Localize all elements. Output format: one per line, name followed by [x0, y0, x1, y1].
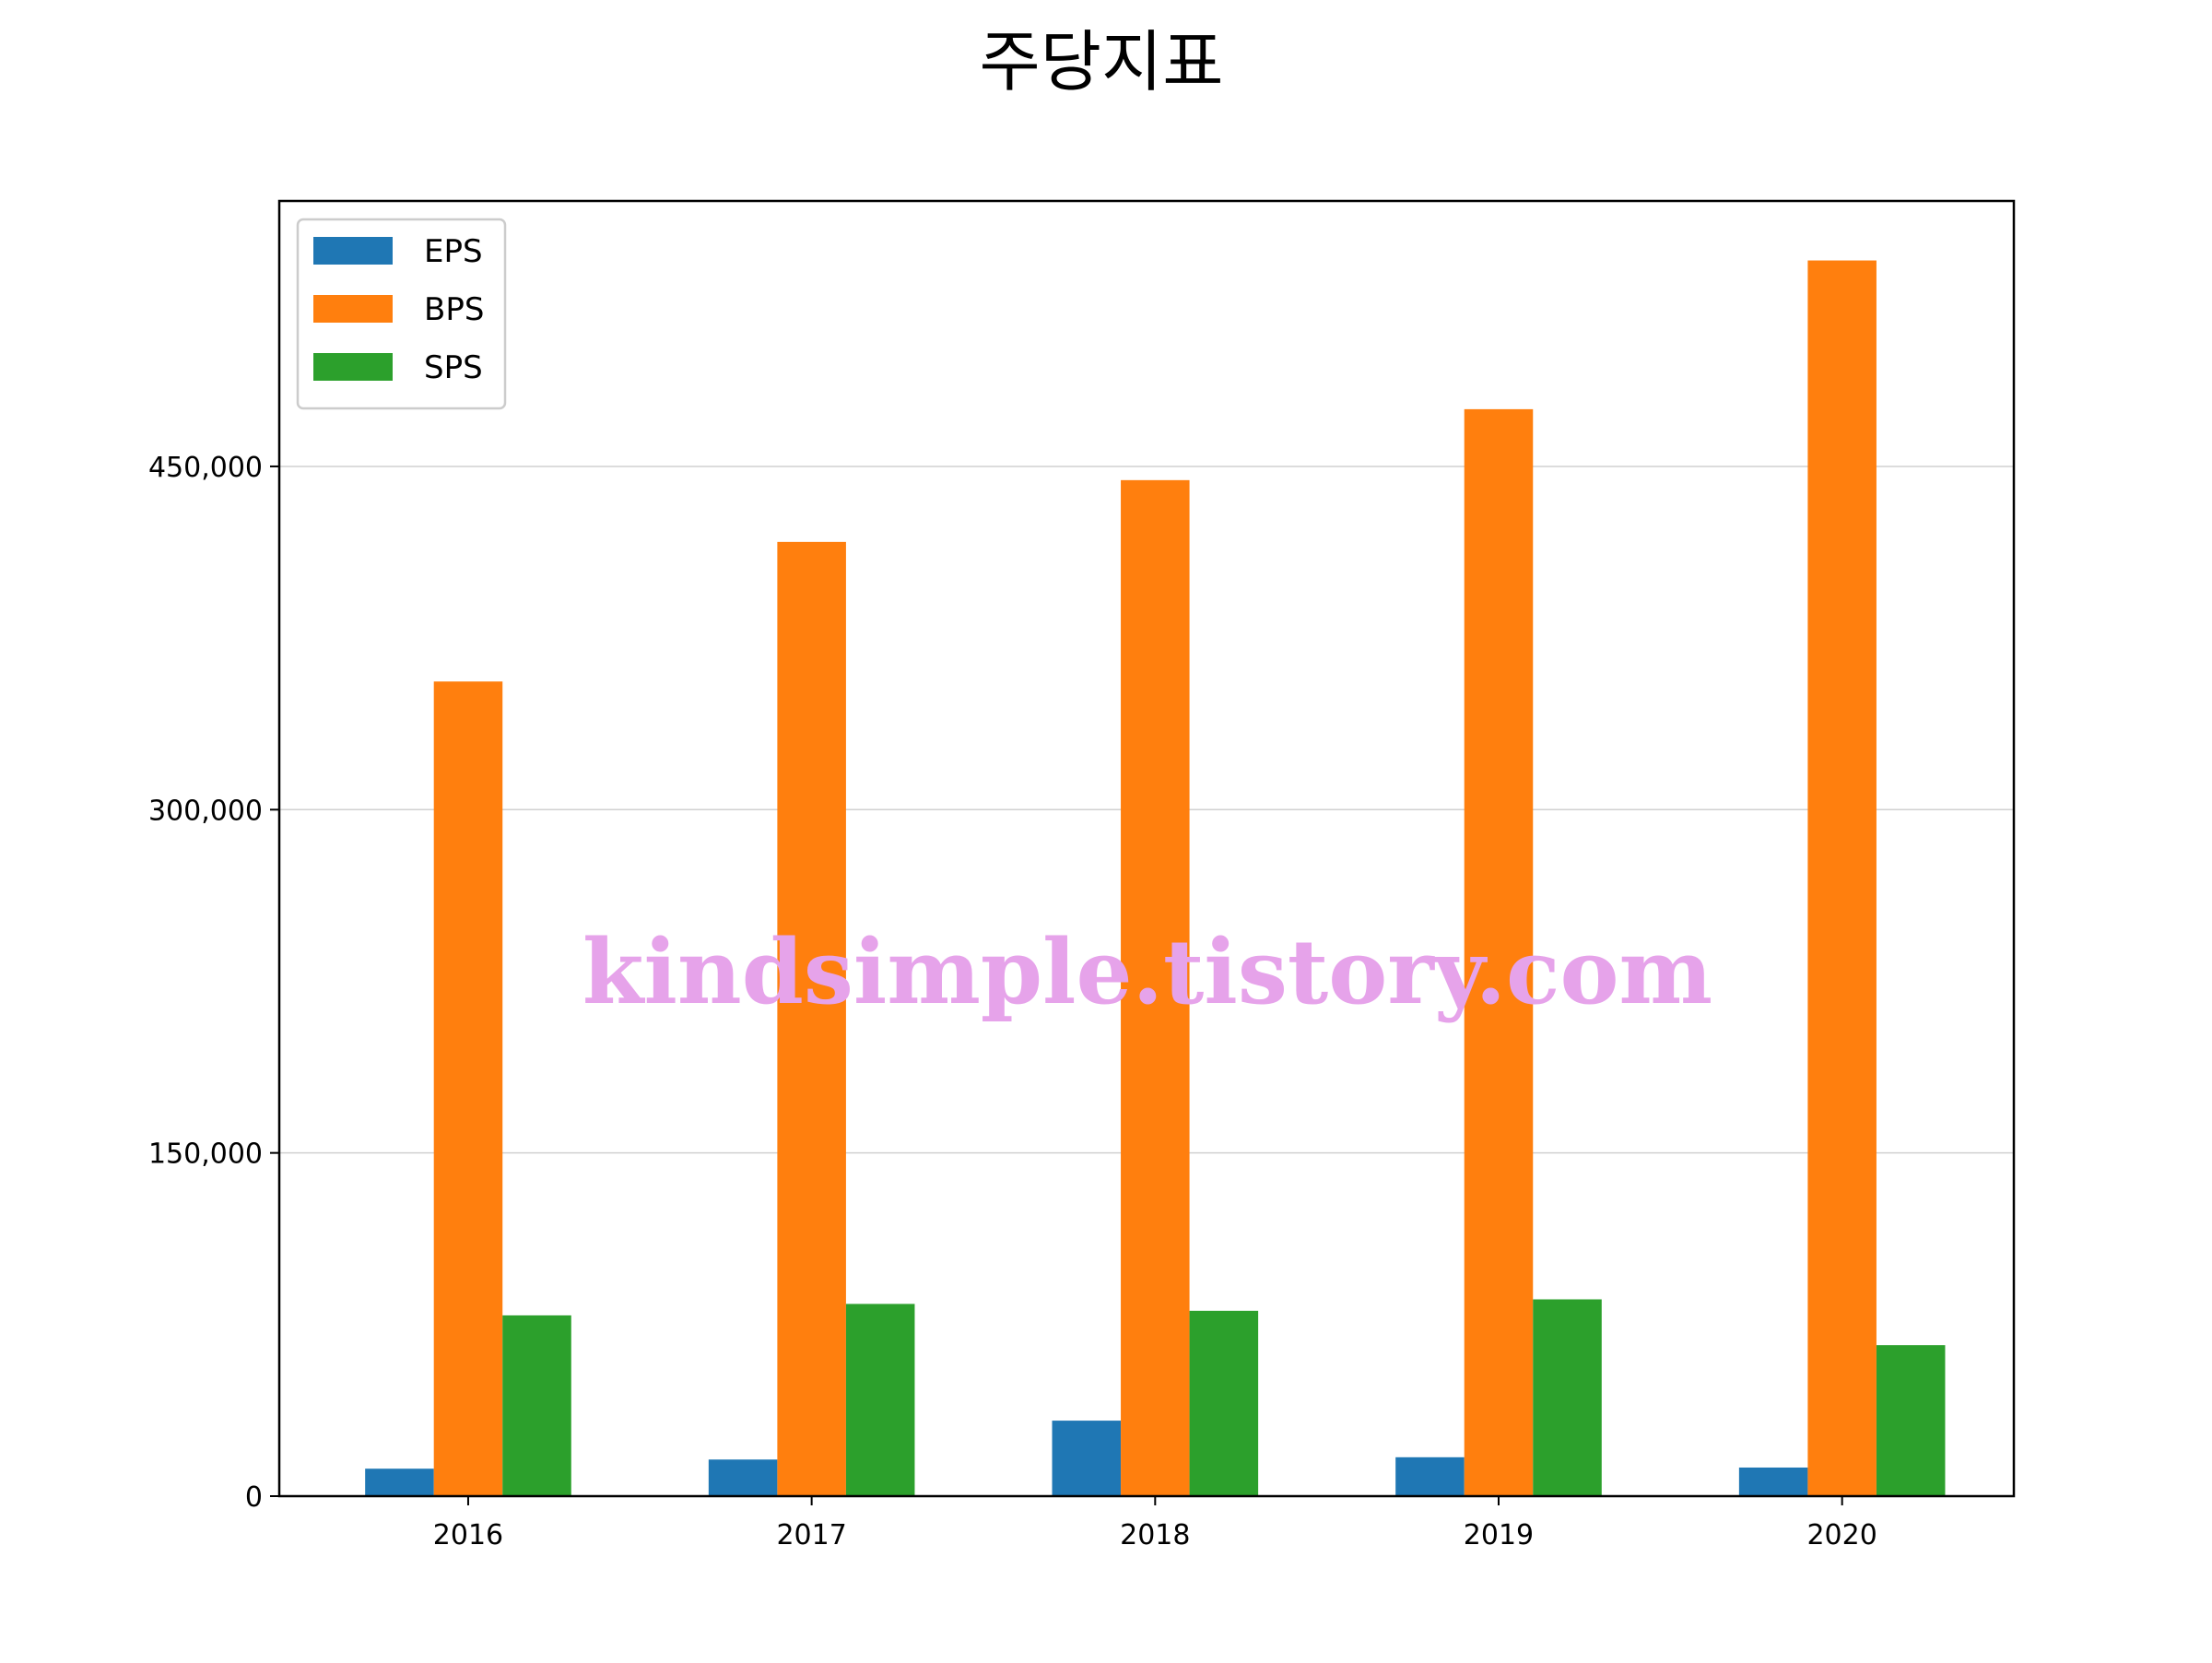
bar-bps-2020: [1807, 260, 1877, 1496]
bar-sps-2016: [502, 1315, 571, 1496]
bar-eps-2016: [365, 1468, 434, 1496]
watermark-text: kindsimple.tistory.com: [582, 920, 1712, 1024]
x-tick-label: 2019: [1464, 1519, 1534, 1551]
legend-label-bps: BPS: [424, 291, 484, 328]
axis-ticks: 0 150,000 300,000 450,000 2016 2017 2018 2019 20…: [148, 452, 1877, 1551]
y-tick-label: 0: [245, 1481, 263, 1514]
y-tick-label: 300,000: [148, 795, 263, 827]
bar-bps-2018: [1121, 479, 1190, 1497]
legend-swatch-eps: [313, 237, 393, 265]
plot-frame: [277, 199, 2016, 1498]
bar-eps-2018: [1052, 1421, 1122, 1496]
bar-eps-2020: [1738, 1467, 1808, 1496]
x-tick-label: 2016: [433, 1519, 503, 1551]
y-tick-label: 450,000: [148, 452, 263, 484]
legend-label-eps: EPS: [424, 233, 483, 270]
y-tick-label: 150,000: [148, 1138, 263, 1171]
bar-bps-2016: [433, 681, 503, 1496]
legend-swatch-bps: [313, 295, 393, 323]
bars: [365, 260, 1946, 1497]
bar-sps-2020: [1876, 1345, 1946, 1496]
bar-sps-2019: [1533, 1299, 1602, 1496]
legend-swatch-sps: [313, 353, 393, 381]
x-tick-label: 2020: [1806, 1519, 1877, 1551]
bar-bps-2017: [777, 541, 846, 1497]
bar-sps-2017: [845, 1303, 915, 1496]
x-tick-label: 2017: [776, 1519, 846, 1551]
legend: EPS BPS SPS: [296, 218, 507, 410]
x-tick-label: 2018: [1120, 1519, 1190, 1551]
bar-sps-2018: [1189, 1310, 1259, 1496]
bar-eps-2017: [708, 1459, 778, 1496]
bar-bps-2019: [1464, 408, 1534, 1496]
chart-title: 주당지표: [980, 23, 1224, 100]
legend-label-sps: SPS: [424, 349, 483, 386]
bar-eps-2019: [1395, 1457, 1465, 1496]
